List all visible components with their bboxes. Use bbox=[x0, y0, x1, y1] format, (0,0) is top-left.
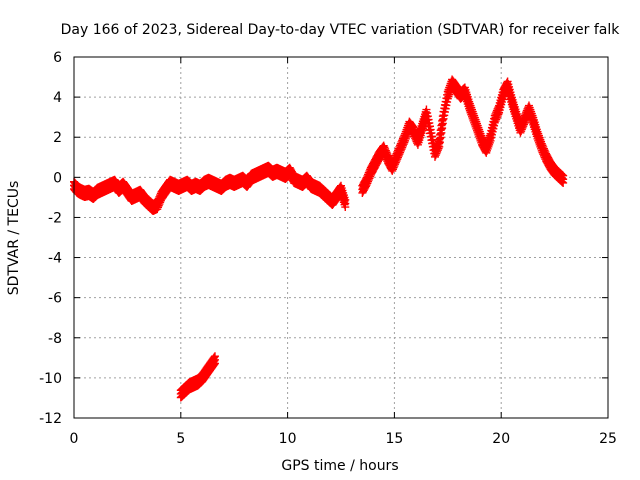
y-tick-label: -12 bbox=[39, 411, 62, 427]
data-point bbox=[559, 171, 568, 180]
y-tick-label: -8 bbox=[48, 331, 62, 347]
data-point bbox=[210, 352, 219, 361]
y-tick-label: 4 bbox=[53, 90, 62, 106]
data-point bbox=[341, 195, 350, 204]
y-tick-label: -10 bbox=[39, 371, 62, 387]
y-tick-label: 0 bbox=[53, 170, 62, 186]
chart-title: Day 166 of 2023, Sidereal Day-to-day VTE… bbox=[61, 22, 621, 38]
y-tick-label: -4 bbox=[48, 251, 62, 267]
y-axis-label: SDTVAR / TECUs bbox=[6, 181, 22, 296]
y-tick-label: -6 bbox=[48, 291, 62, 307]
y-tick-label: 6 bbox=[53, 50, 62, 66]
y-tick-label: -2 bbox=[48, 210, 62, 226]
x-tick-label: 15 bbox=[385, 431, 403, 447]
x-tick-label: 0 bbox=[70, 431, 79, 447]
axis-ticks: 0 5 10 15 20 25 -12 -10 -8 -6 -4 -2 0 2 4 6 bbox=[39, 50, 617, 447]
x-axis-label: GPS time / hours bbox=[281, 458, 398, 474]
y-tick-label: 2 bbox=[53, 130, 62, 146]
x-tick-label: 20 bbox=[492, 431, 510, 447]
x-tick-label: 5 bbox=[176, 431, 185, 447]
data-marks bbox=[70, 75, 568, 402]
chart-grid bbox=[74, 57, 608, 418]
plot-border bbox=[73, 56, 609, 419]
x-tick-label: 10 bbox=[279, 431, 297, 447]
x-tick-label: 25 bbox=[599, 431, 617, 447]
